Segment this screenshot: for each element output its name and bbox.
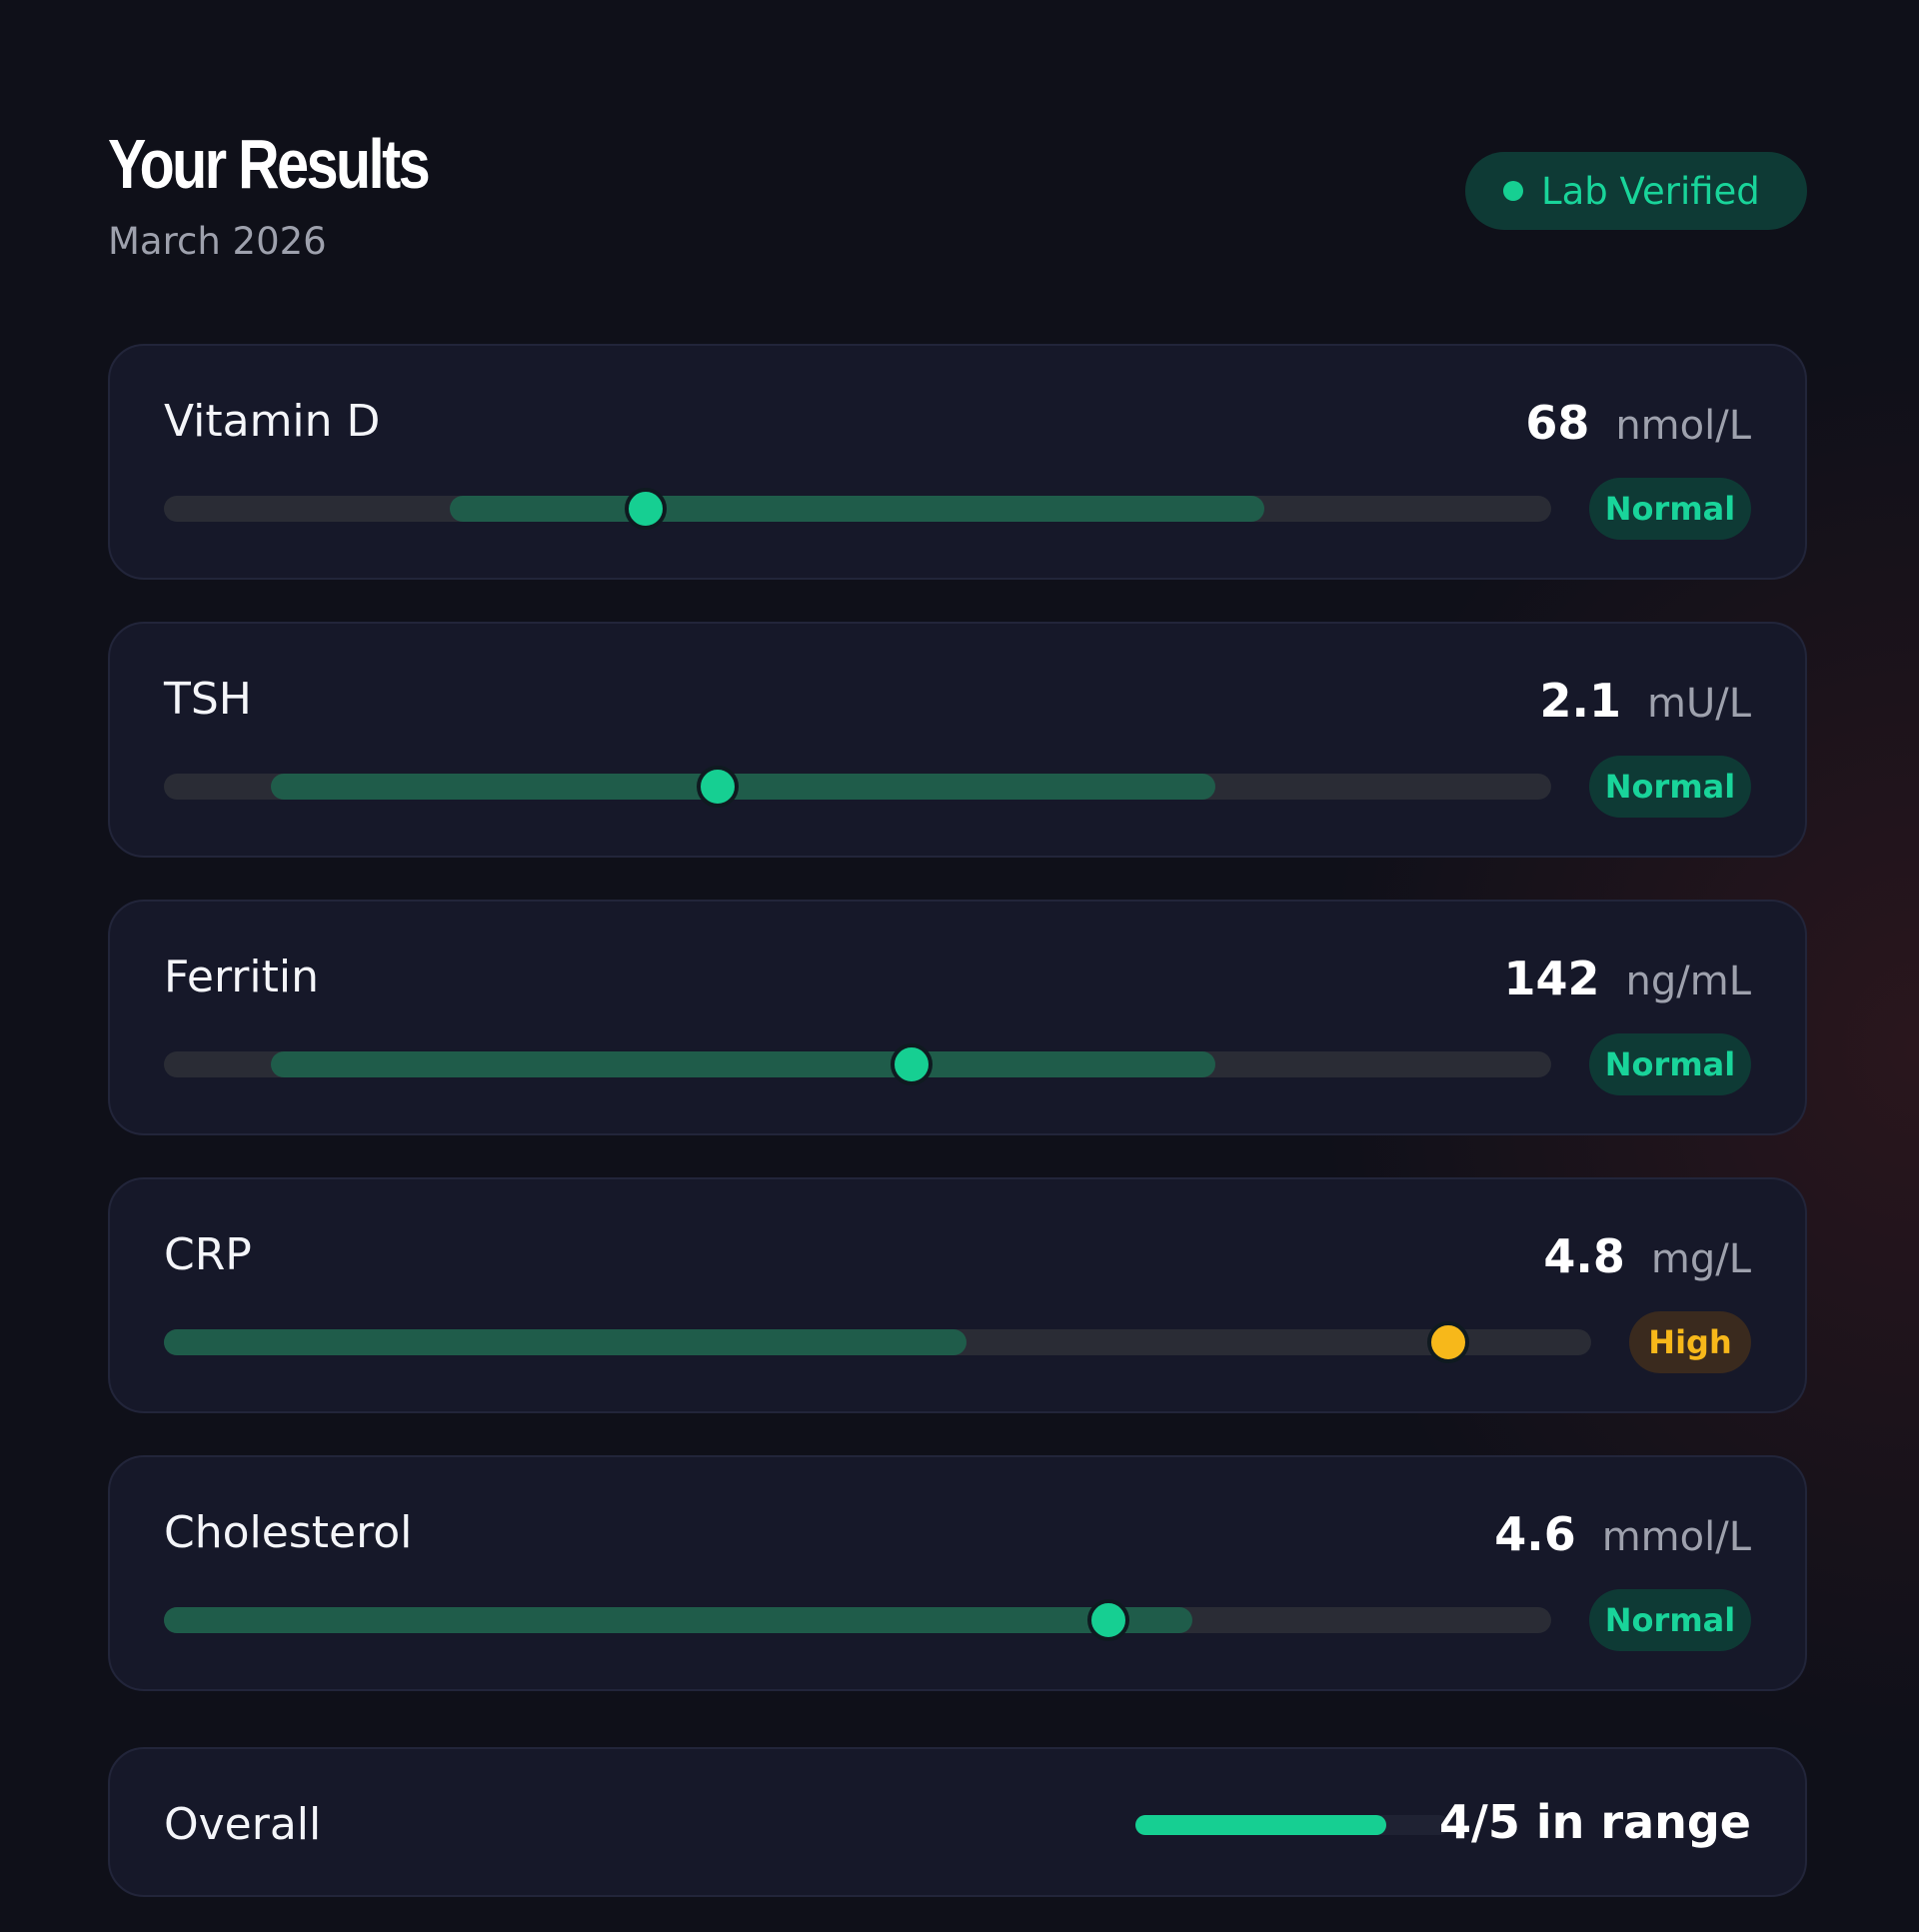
- result-reading: 142 ng/mL: [1504, 952, 1752, 1005]
- status-badge: Normal: [1589, 756, 1751, 818]
- result-unit: ng/mL: [1625, 959, 1751, 1004]
- range-track: [164, 1599, 1551, 1641]
- range-track: [164, 1321, 1591, 1363]
- reference-range-bar: [270, 774, 1216, 800]
- reference-range-bar: [164, 1607, 1192, 1633]
- result-card: TSH 2.1 mU/L Normal: [108, 622, 1807, 858]
- overall-card: Overall 4/5 in range: [108, 1747, 1807, 1897]
- status-badge: High: [1629, 1311, 1751, 1373]
- result-card: CRP 4.8 mg/L High: [108, 1177, 1807, 1413]
- result-value: 2.1: [1539, 674, 1621, 728]
- overall-progress-bar: [1135, 1815, 1449, 1835]
- reference-range-bar: [449, 496, 1264, 522]
- result-marker: [1087, 1599, 1130, 1641]
- result-marker: [624, 488, 667, 530]
- lab-verified-badge: Lab Verified: [1465, 152, 1807, 230]
- result-card: Ferritin 142 ng/mL Normal: [108, 900, 1807, 1135]
- result-value: 142: [1503, 952, 1600, 1005]
- status-badge: Normal: [1589, 1589, 1751, 1651]
- result-name: CRP: [164, 1229, 252, 1280]
- result-unit: mg/L: [1650, 1236, 1751, 1282]
- page-title: Your Results: [108, 125, 431, 203]
- result-unit: mU/L: [1646, 681, 1751, 727]
- results-header: Your Results March 2026 Lab Verified: [108, 120, 1807, 270]
- result-marker: [891, 1043, 934, 1085]
- range-track: [164, 1043, 1551, 1085]
- status-badge: Normal: [1589, 1033, 1751, 1095]
- result-name: Ferritin: [164, 952, 319, 1002]
- result-value: 4.8: [1543, 1229, 1625, 1283]
- result-reading: 68 nmol/L: [1525, 396, 1751, 450]
- range-track: [164, 766, 1551, 808]
- result-value: 68: [1525, 396, 1590, 450]
- lab-verified-label: Lab Verified: [1541, 169, 1760, 213]
- result-name: Cholesterol: [164, 1507, 413, 1558]
- overall-summary: 4/5 in range: [1439, 1795, 1751, 1849]
- status-dot-icon: [1503, 181, 1523, 201]
- result-name: TSH: [164, 674, 252, 725]
- result-reading: 4.6 mmol/L: [1494, 1507, 1751, 1561]
- range-track: [164, 488, 1551, 530]
- result-marker: [696, 766, 739, 808]
- result-marker: [1427, 1321, 1470, 1363]
- reference-range-bar: [270, 1051, 1216, 1077]
- status-badge: Normal: [1589, 478, 1751, 540]
- overall-progress-fill: [1135, 1815, 1387, 1835]
- result-reading: 4.8 mg/L: [1543, 1229, 1751, 1283]
- reference-range-bar: [164, 1329, 966, 1355]
- result-value: 4.6: [1494, 1507, 1576, 1561]
- result-reading: 2.1 mU/L: [1539, 674, 1751, 728]
- overall-label: Overall: [164, 1799, 322, 1850]
- page-subtitle: March 2026: [108, 220, 327, 263]
- result-unit: mmol/L: [1601, 1514, 1751, 1560]
- result-card: Cholesterol 4.6 mmol/L Normal: [108, 1455, 1807, 1691]
- result-unit: nmol/L: [1615, 403, 1751, 449]
- result-name: Vitamin D: [164, 396, 381, 447]
- result-card: Vitamin D 68 nmol/L Normal: [108, 344, 1807, 580]
